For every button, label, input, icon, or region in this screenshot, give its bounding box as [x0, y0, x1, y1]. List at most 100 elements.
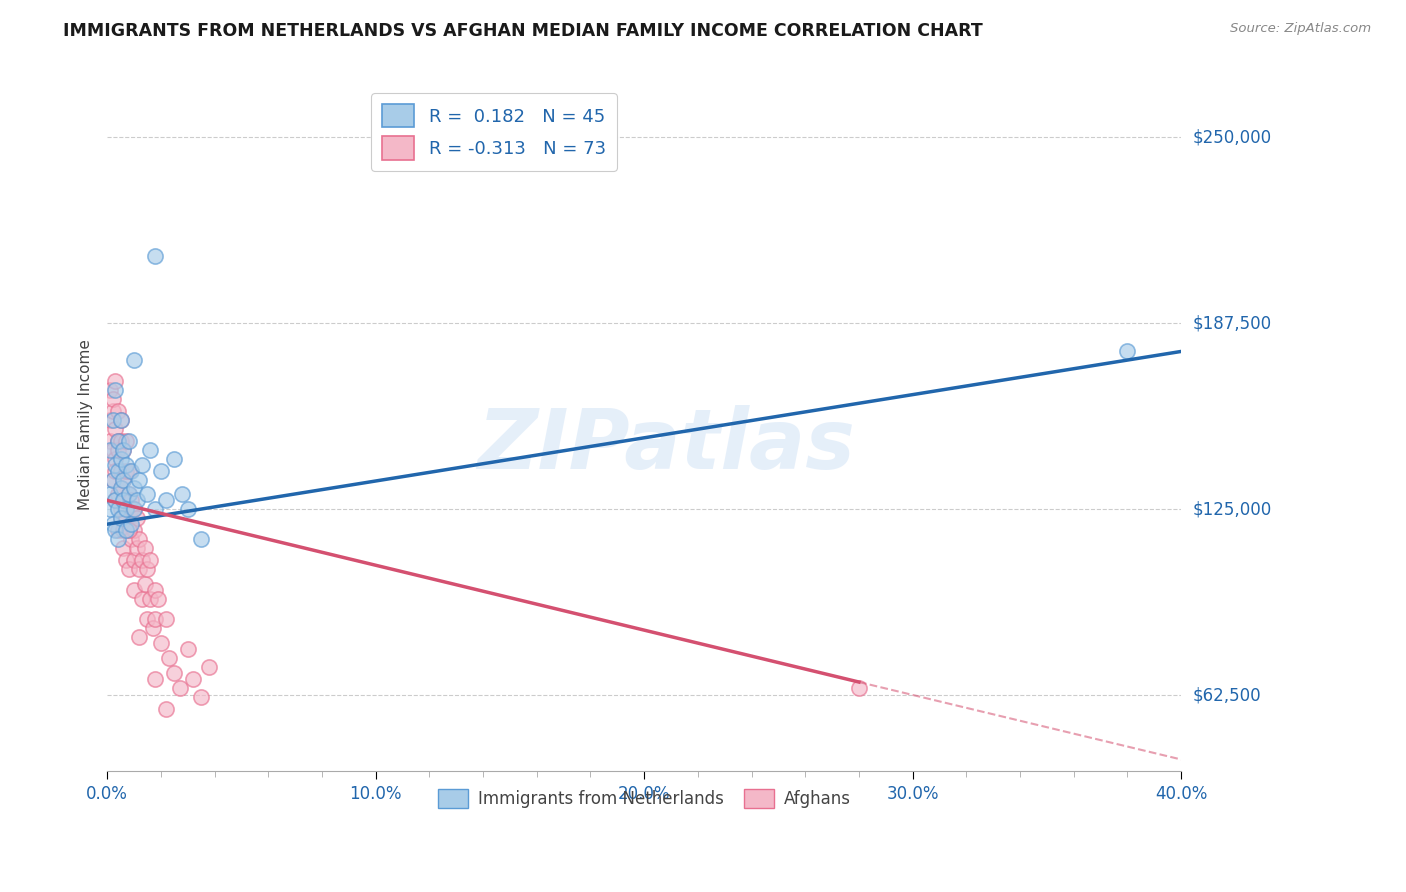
Point: [104, 523, 127, 537]
Point: [169, 681, 191, 695]
Point: [104, 374, 127, 388]
Point: [128, 473, 150, 487]
Point: [145, 582, 167, 597]
Point: [98, 487, 121, 501]
Point: [131, 458, 153, 472]
Point: [115, 434, 138, 448]
Text: $187,500: $187,500: [1192, 314, 1271, 332]
Point: [125, 511, 148, 525]
Point: [101, 404, 124, 418]
Point: [104, 383, 127, 397]
Point: [136, 562, 159, 576]
Point: [110, 413, 132, 427]
Point: [110, 464, 132, 478]
Point: [107, 404, 129, 418]
Point: [172, 487, 194, 501]
Point: [98, 434, 121, 448]
Point: [101, 473, 124, 487]
Point: [120, 502, 142, 516]
Point: [155, 493, 177, 508]
Point: [134, 541, 156, 555]
Point: [98, 413, 121, 427]
Point: [145, 502, 167, 516]
Point: [104, 451, 127, 466]
Point: [112, 493, 135, 508]
Y-axis label: Median Family Income: Median Family Income: [79, 339, 93, 510]
Point: [112, 541, 135, 555]
Point: [110, 482, 132, 496]
Point: [107, 532, 129, 546]
Point: [110, 451, 132, 466]
Point: [120, 532, 142, 546]
Point: [117, 487, 139, 501]
Point: [117, 434, 139, 448]
Point: [115, 553, 138, 567]
Text: $125,000: $125,000: [1192, 500, 1271, 518]
Point: [190, 690, 212, 704]
Point: [157, 651, 180, 665]
Point: [128, 532, 150, 546]
Point: [112, 523, 135, 537]
Legend: Immigrants from Netherlands, Afghans: Immigrants from Netherlands, Afghans: [432, 782, 858, 815]
Point: [163, 666, 186, 681]
Point: [122, 482, 145, 496]
Point: [112, 473, 135, 487]
Point: [149, 464, 172, 478]
Point: [104, 493, 127, 508]
Point: [139, 591, 162, 606]
Point: [122, 502, 145, 516]
Point: [131, 553, 153, 567]
Point: [101, 392, 124, 406]
Point: [98, 383, 121, 397]
Point: [136, 612, 159, 626]
Point: [131, 591, 153, 606]
Point: [110, 502, 132, 516]
Point: [120, 493, 142, 508]
Point: [107, 434, 129, 448]
Point: [104, 422, 127, 436]
Point: [110, 413, 132, 427]
Point: [149, 636, 172, 650]
Point: [145, 672, 167, 686]
Point: [112, 473, 135, 487]
Point: [101, 413, 124, 427]
Point: [101, 442, 124, 457]
Point: [107, 464, 129, 478]
Point: [107, 523, 129, 537]
Point: [122, 523, 145, 537]
Point: [128, 631, 150, 645]
Point: [155, 612, 177, 626]
Point: [122, 502, 145, 516]
Point: [134, 576, 156, 591]
Point: [112, 442, 135, 457]
Point: [117, 464, 139, 478]
Point: [104, 458, 127, 472]
Point: [181, 672, 204, 686]
Point: [117, 523, 139, 537]
Point: [177, 642, 200, 657]
Point: [146, 591, 169, 606]
Point: [115, 458, 138, 472]
Point: [107, 434, 129, 448]
Point: [110, 434, 132, 448]
Point: [122, 553, 145, 567]
Point: [107, 502, 129, 516]
Point: [128, 562, 150, 576]
Point: [177, 502, 200, 516]
Point: [163, 451, 186, 466]
Point: [101, 473, 124, 487]
Point: [139, 553, 162, 567]
Point: [112, 442, 135, 457]
Point: [101, 517, 124, 532]
Point: [110, 482, 132, 496]
Point: [110, 511, 132, 525]
Text: $62,500: $62,500: [1192, 687, 1261, 705]
Point: [112, 493, 135, 508]
Point: [848, 681, 870, 695]
Text: ZIPatlas: ZIPatlas: [477, 405, 855, 486]
Point: [145, 249, 167, 263]
Point: [198, 660, 221, 674]
Point: [104, 493, 127, 508]
Text: $250,000: $250,000: [1192, 128, 1271, 146]
Point: [122, 353, 145, 368]
